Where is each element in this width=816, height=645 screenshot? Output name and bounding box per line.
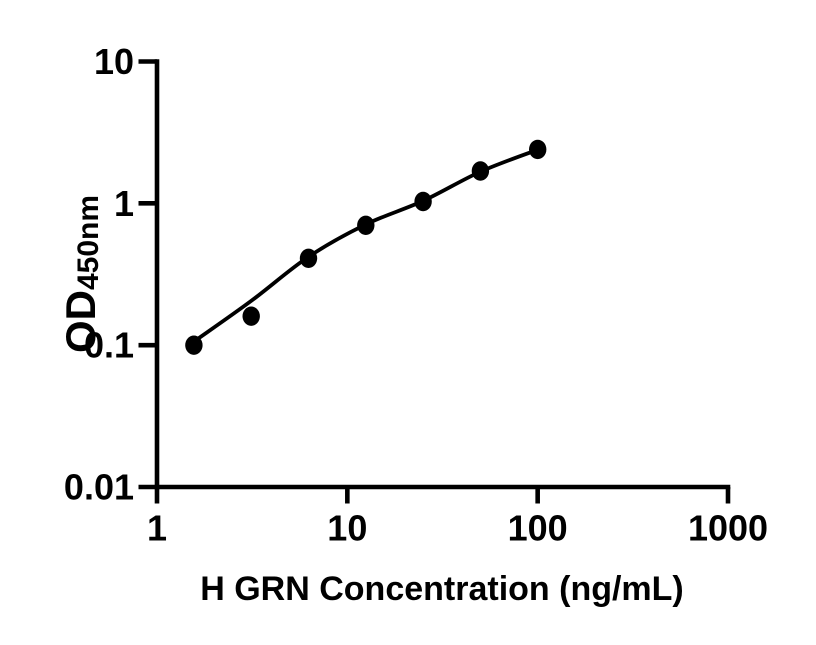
y-tick-label: 0.1 xyxy=(84,325,134,366)
y-tick-label: 0.01 xyxy=(64,467,134,508)
y-tick-label: 1 xyxy=(114,183,134,224)
data-point xyxy=(414,191,432,212)
x-tick-label: 10 xyxy=(327,508,367,549)
data-points xyxy=(185,139,547,355)
data-point xyxy=(299,248,318,268)
x-axis-ticks: 1 10 100 1000 xyxy=(147,487,768,549)
y-axis-title: OD450nm xyxy=(57,195,105,353)
axes xyxy=(154,59,731,490)
data-point xyxy=(242,306,260,326)
y-axis-title-main: OD xyxy=(57,290,104,353)
y-tick-label: 10 xyxy=(94,41,134,82)
x-axis-title: H GRN Concentration (ng/mL) xyxy=(200,570,684,608)
data-point xyxy=(185,335,203,355)
data-point xyxy=(471,161,490,181)
x-tick-label: 100 xyxy=(508,508,568,549)
data-point xyxy=(529,139,547,160)
y-axis-title-subscript: 450nm xyxy=(72,195,105,290)
y-axis-ticks: 10 1 0.1 0.01 xyxy=(64,41,157,508)
x-tick-label: 1 xyxy=(147,508,167,549)
x-tick-label: 1000 xyxy=(688,508,768,549)
data-point xyxy=(357,215,375,235)
